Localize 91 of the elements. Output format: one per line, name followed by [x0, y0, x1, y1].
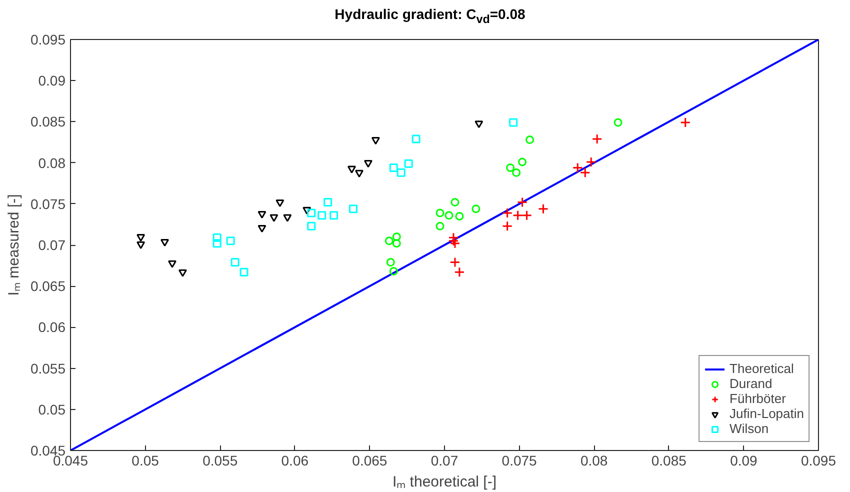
point	[258, 210, 266, 219]
point	[474, 120, 484, 128]
point	[522, 210, 532, 221]
point	[168, 260, 176, 268]
point	[384, 236, 394, 246]
x-tick-label: 0.05	[132, 452, 160, 468]
x-tick-label: 0.055	[202, 452, 238, 468]
point	[160, 238, 169, 247]
legend-label: Durand	[730, 376, 772, 391]
point	[258, 224, 266, 233]
y-tick-label: 0.085	[30, 114, 66, 130]
y-axis-title: Iₘ measured [-]	[5, 194, 22, 296]
point	[472, 204, 480, 214]
point	[404, 159, 413, 168]
point	[318, 211, 326, 220]
point	[586, 156, 596, 168]
point	[324, 198, 332, 207]
point	[178, 269, 187, 277]
point	[526, 136, 534, 144]
y-tick-label: 0.055	[30, 360, 66, 376]
y-tick-label: 0.08	[38, 154, 66, 171]
point	[502, 208, 513, 218]
point	[450, 198, 460, 206]
point	[436, 222, 444, 230]
y-tick-label: 0.06	[38, 319, 66, 336]
x-tick-label: 0.07	[430, 452, 458, 468]
point	[389, 267, 398, 276]
x-tick-label: 0.08	[580, 452, 608, 468]
point	[436, 208, 444, 218]
point	[392, 232, 401, 242]
point	[348, 204, 358, 214]
point	[136, 234, 146, 242]
point	[614, 118, 622, 127]
point	[680, 117, 691, 128]
point	[580, 167, 590, 178]
legend-label: Führböter	[730, 391, 786, 406]
point	[450, 257, 460, 268]
point	[307, 222, 316, 230]
point	[226, 236, 235, 246]
point	[509, 118, 518, 127]
x-tick-label: 0.095	[800, 452, 836, 468]
point	[136, 241, 146, 249]
x-tick-label: 0.075	[502, 452, 538, 468]
point	[506, 163, 515, 172]
point	[283, 214, 292, 222]
chart-title: Hydraulic gradient: C$_{vd}$=0.08	[334, 5, 526, 28]
point	[502, 220, 513, 232]
x-axis-title: Iₘ theoretical [-]	[392, 474, 497, 490]
point	[302, 206, 312, 214]
point	[538, 204, 548, 214]
legend-label: Jufin-Lopatin	[730, 406, 804, 421]
x-tick-label: 0.09	[730, 452, 758, 468]
point	[396, 168, 406, 177]
y-tick-label: 0.05	[38, 401, 66, 418]
point	[307, 208, 316, 218]
y-tick-label: 0.09	[38, 72, 66, 89]
point	[212, 239, 222, 248]
point	[392, 239, 401, 248]
x-tick-label: 0.06	[281, 452, 309, 468]
y-tick-label: 0.075	[30, 196, 66, 212]
y-tick-label: 0.065	[30, 278, 66, 294]
point	[455, 212, 464, 220]
point	[230, 258, 240, 267]
x-tick-label: 0.085	[651, 452, 687, 468]
point	[348, 166, 356, 174]
point	[386, 258, 395, 267]
point	[517, 197, 528, 208]
point	[330, 211, 338, 220]
point	[448, 236, 459, 246]
point	[389, 163, 398, 172]
point	[450, 238, 460, 249]
point	[518, 158, 527, 166]
legend-label: Wilson	[730, 421, 769, 436]
point	[512, 168, 521, 177]
y-tick-label: 0.07	[38, 237, 66, 253]
point	[354, 170, 364, 178]
point	[276, 199, 284, 208]
point	[572, 162, 583, 173]
point	[364, 160, 372, 168]
point	[412, 134, 420, 144]
point	[444, 211, 454, 220]
x-tick-label: 0.065	[352, 452, 388, 468]
y-tick-label: 0.095	[30, 32, 66, 48]
point	[592, 134, 602, 144]
point	[371, 137, 380, 145]
legend-label: Theoretical	[730, 361, 794, 376]
point	[270, 214, 278, 222]
point	[512, 210, 524, 221]
point	[212, 233, 222, 242]
point	[240, 268, 248, 276]
point	[454, 266, 465, 278]
